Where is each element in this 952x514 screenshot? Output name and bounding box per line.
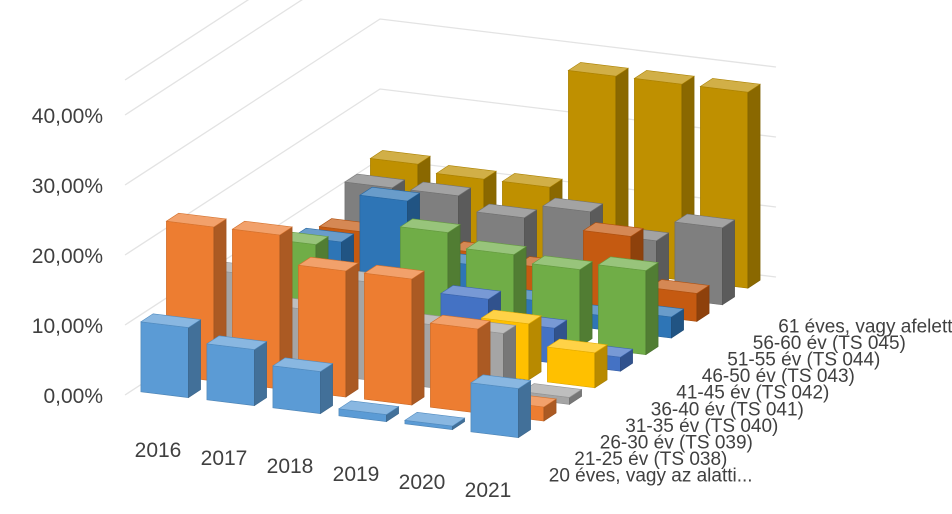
x-tick-label: 2019 [333,463,380,486]
bar [470,374,532,439]
bar [140,313,202,399]
y-tick-label: 0,00% [43,385,103,408]
y-tick-label: 10,00% [32,315,103,338]
bar [597,256,659,356]
series-label: 41-45 év (TS 042) [676,383,829,404]
x-tick-label: 2016 [135,439,182,462]
bar [546,338,608,389]
series-label: 51-55 év (TS 044) [727,350,880,371]
x-tick-label: 2017 [201,447,248,470]
bars [140,62,761,439]
gridline [124,0,250,81]
series-axis-labels: 20 éves, vagy az alatti...21-25 év (TS 0… [549,316,952,486]
bar [338,400,400,423]
y-tick-label: 40,00% [32,105,103,128]
series-label: 20 éves, vagy az alatti... [549,466,753,487]
bar [363,264,425,406]
x-tick-label: 2021 [465,479,512,502]
bar [272,357,334,415]
series-label: 31-35 év (TS 040) [625,416,778,437]
x-axis-ticks: 2016 2017 2018 2019 2020 2021 [135,439,512,502]
y-axis-ticks: 0,00% 10,00% 20,00% 30,00% 40,00% [32,105,103,408]
series-label: 26-30 év (TS 039) [600,433,753,454]
gridline [124,18,777,186]
y-tick-label: 20,00% [32,245,103,268]
x-tick-label: 2020 [399,471,446,494]
x-tick-label: 2018 [267,455,314,478]
series-label: 36-40 év (TS 041) [651,399,804,420]
gridline [124,0,303,116]
bar [531,255,593,348]
series-label: 46-50 év (TS 043) [702,366,855,387]
series-label: 56-60 év (TS 045) [753,333,906,354]
bar [404,411,466,431]
y-tick-label: 30,00% [32,175,103,198]
bar [206,335,268,407]
series-label: 61 éves, vagy afeletti (TS 046) [778,316,952,337]
series-label: 21-25 év (TS 038) [574,449,727,470]
bar [699,78,761,289]
